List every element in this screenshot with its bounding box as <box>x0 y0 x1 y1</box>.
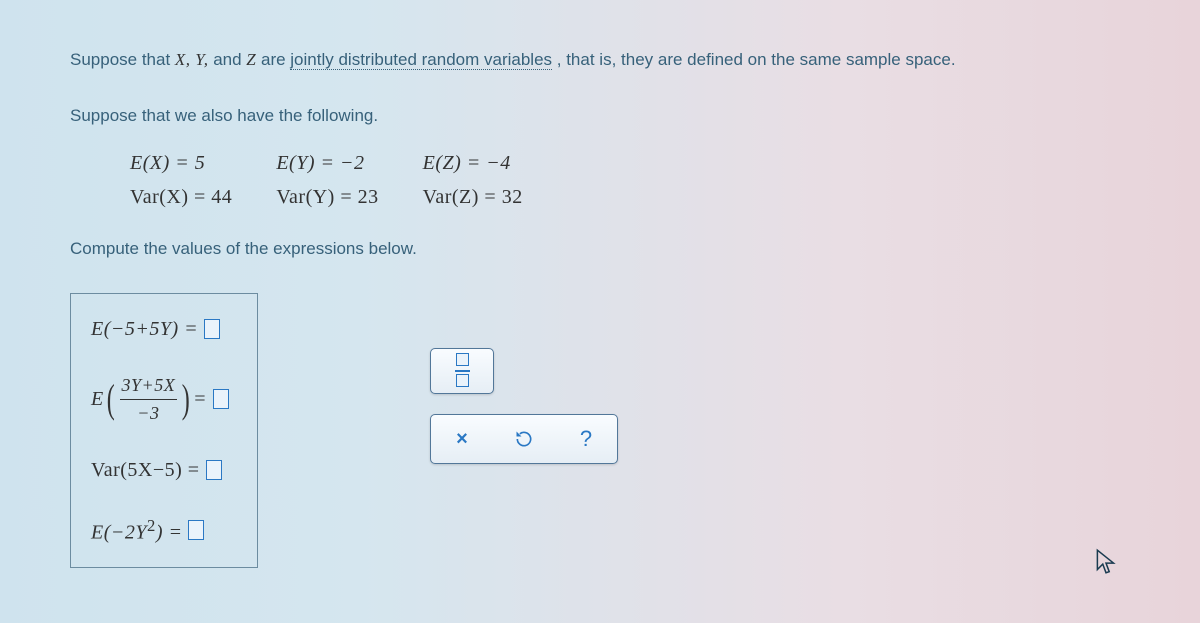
answer-input-4[interactable] <box>188 520 204 540</box>
answer-input-1[interactable] <box>204 319 220 339</box>
answer-input-3[interactable] <box>206 460 222 480</box>
help-button[interactable]: ? <box>575 428 597 450</box>
fraction-button[interactable] <box>430 348 494 394</box>
help-icon: ? <box>580 426 592 452</box>
intro-line-2: Suppose that we also have the following. <box>70 103 1130 129</box>
question-2: E ( 3Y+5X −3 ) = <box>91 372 229 427</box>
intro-line-1: Suppose that X, Y, and Z are jointly dis… <box>70 47 1130 73</box>
link-joint-dist[interactable]: jointly distributed random variables <box>290 50 552 70</box>
q2-eq: = <box>193 384 207 414</box>
q2-num: 3Y+5X <box>120 372 178 400</box>
var-x: Var(X) = 44 <box>130 186 232 208</box>
math-var-z: Z <box>246 50 256 69</box>
e-y: E(Y) = −2 <box>276 146 378 180</box>
q4-pre: E(−2Y <box>91 521 147 543</box>
col-y: E(Y) = −2 Var(Y) = 23 <box>276 146 378 214</box>
reset-button[interactable] <box>513 428 535 450</box>
col-z: E(Z) = −4 Var(Z) = 32 <box>423 146 523 214</box>
var-z: Var(Z) = 32 <box>423 186 523 208</box>
problem-statement: Suppose that X, Y, and Z are jointly dis… <box>0 0 1200 568</box>
q1-expr: E(−5+5Y) = <box>91 314 198 344</box>
q3-expr: Var(5X−5) = <box>91 455 200 485</box>
text: , that is, they are defined on the same … <box>557 50 956 69</box>
text: Suppose that <box>70 50 175 69</box>
question-1: E(−5+5Y) = <box>91 314 229 344</box>
clear-button[interactable]: × <box>451 428 473 450</box>
text: and <box>213 50 246 69</box>
q4-sup: 2 <box>147 516 156 535</box>
e-x: E(X) = 5 <box>130 146 232 180</box>
e-z: E(Z) = −4 <box>423 146 523 180</box>
fraction-icon <box>455 353 470 389</box>
equation-toolbox: × ? <box>430 348 618 464</box>
question-4: E(−2Y2) = <box>91 513 229 548</box>
toolbar: × ? <box>430 414 618 464</box>
x-icon: × <box>456 428 468 451</box>
q2-fraction: 3Y+5X −3 <box>120 372 178 427</box>
answer-input-2[interactable] <box>213 389 229 409</box>
q2-den: −3 <box>120 400 178 427</box>
reset-icon <box>514 429 534 449</box>
given-values: E(X) = 5 Var(X) = 44 E(Y) = −2 Var(Y) = … <box>130 146 1130 214</box>
compute-line: Compute the values of the expressions be… <box>70 236 1130 262</box>
q2-E: E <box>91 384 104 414</box>
q4-expr: E(−2Y2) = <box>91 513 182 548</box>
col-x: E(X) = 5 Var(X) = 44 <box>130 146 232 214</box>
math-vars: X, Y, <box>175 50 209 69</box>
question-3: Var(5X−5) = <box>91 455 229 485</box>
answer-box: E(−5+5Y) = E ( 3Y+5X −3 ) = Var(5X−5) = … <box>70 293 258 569</box>
var-y: Var(Y) = 23 <box>276 186 378 208</box>
cursor-icon <box>1095 548 1117 576</box>
q4-post: ) = <box>156 521 183 543</box>
text: are <box>261 50 290 69</box>
